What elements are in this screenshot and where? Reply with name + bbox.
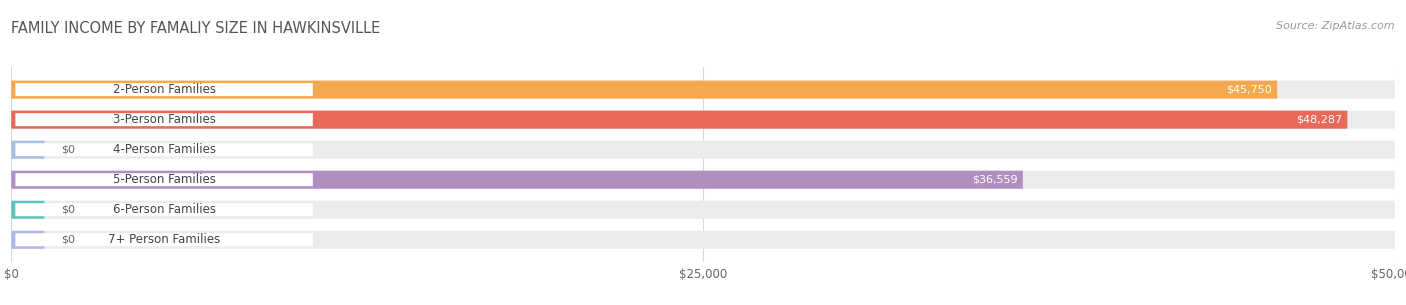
Text: $0: $0 [60,205,75,215]
Text: FAMILY INCOME BY FAMALIY SIZE IN HAWKINSVILLE: FAMILY INCOME BY FAMALIY SIZE IN HAWKINS… [11,21,381,36]
FancyBboxPatch shape [11,171,1022,189]
FancyBboxPatch shape [15,83,314,96]
Text: 4-Person Families: 4-Person Families [112,143,215,156]
Text: $45,750: $45,750 [1226,84,1271,95]
FancyBboxPatch shape [11,81,1277,99]
FancyBboxPatch shape [15,173,314,186]
FancyBboxPatch shape [11,111,1395,129]
Text: 6-Person Families: 6-Person Families [112,203,215,216]
FancyBboxPatch shape [11,231,1395,249]
Text: 7+ Person Families: 7+ Person Families [108,233,221,246]
Text: $36,559: $36,559 [972,175,1018,185]
FancyBboxPatch shape [15,143,314,156]
FancyBboxPatch shape [11,171,1395,189]
FancyBboxPatch shape [11,231,45,249]
FancyBboxPatch shape [11,141,45,159]
Text: $0: $0 [60,235,75,245]
Text: 3-Person Families: 3-Person Families [112,113,215,126]
FancyBboxPatch shape [11,81,1395,99]
Text: Source: ZipAtlas.com: Source: ZipAtlas.com [1277,21,1395,31]
FancyBboxPatch shape [11,141,1395,159]
Text: $0: $0 [60,145,75,155]
FancyBboxPatch shape [11,111,1347,129]
Text: 5-Person Families: 5-Person Families [112,173,215,186]
Text: $48,287: $48,287 [1296,115,1341,125]
FancyBboxPatch shape [11,201,45,219]
FancyBboxPatch shape [15,113,314,126]
FancyBboxPatch shape [11,201,1395,219]
FancyBboxPatch shape [15,203,314,216]
FancyBboxPatch shape [15,233,314,246]
Text: 2-Person Families: 2-Person Families [112,83,215,96]
